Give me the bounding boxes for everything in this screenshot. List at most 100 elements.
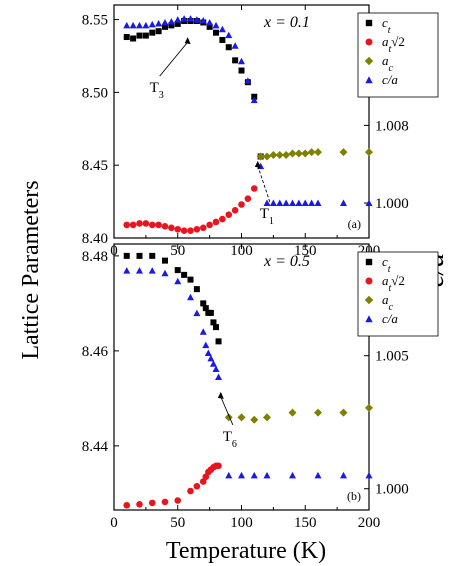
data-point — [282, 199, 290, 207]
series-2 — [256, 148, 373, 161]
data-point — [161, 18, 169, 26]
data-point — [136, 267, 143, 274]
data-point — [314, 199, 322, 207]
data-point — [339, 148, 348, 157]
data-point — [231, 207, 239, 214]
data-point — [237, 413, 246, 422]
data-point — [193, 482, 201, 490]
data-point — [207, 309, 214, 316]
data-point — [289, 199, 296, 207]
data-point — [123, 267, 131, 274]
data-point — [294, 149, 303, 158]
data-point — [193, 309, 201, 317]
data-point — [288, 408, 297, 417]
data-point — [174, 20, 181, 27]
y2-tick-label: 1.000 — [375, 196, 409, 212]
y2-tick-label: 1.000 — [375, 482, 409, 498]
data-point — [206, 18, 214, 26]
data-point — [174, 225, 182, 233]
data-point — [340, 199, 347, 207]
transition-label: T6 — [223, 429, 237, 450]
arrow-head — [217, 391, 224, 399]
data-point — [202, 341, 210, 349]
y2-tick-label: 1.008 — [375, 118, 409, 134]
data-point — [275, 150, 284, 159]
series-0 — [123, 252, 222, 345]
data-point — [155, 28, 162, 35]
data-point — [162, 23, 168, 30]
legend-marker — [365, 315, 373, 323]
data-point — [206, 23, 213, 30]
composition-label: x = 0.1 — [263, 14, 310, 31]
panel-label: (b) — [347, 489, 361, 503]
y-tick-label: 8.48 — [82, 249, 108, 265]
data-point — [129, 21, 137, 29]
data-point — [219, 215, 226, 223]
plot-frame — [113, 243, 370, 511]
y2-tick-label: 1.005 — [375, 349, 409, 365]
data-point — [213, 29, 219, 36]
data-point — [142, 32, 149, 39]
data-point — [187, 227, 194, 235]
data-point — [161, 223, 169, 230]
data-point — [204, 349, 212, 357]
data-point — [282, 150, 291, 159]
series-1 — [123, 185, 258, 235]
composition-label: x = 0.5 — [263, 253, 310, 270]
data-point — [187, 487, 194, 495]
arrow-head — [254, 160, 261, 168]
legend-entry: ac — [382, 53, 394, 74]
data-point — [263, 199, 271, 207]
legend-marker — [364, 295, 374, 305]
data-point — [168, 224, 175, 232]
data-point — [187, 15, 194, 22]
legend-marker — [365, 258, 373, 266]
data-point — [180, 15, 188, 22]
data-point — [225, 44, 232, 51]
x-tick-label: 200 — [358, 515, 381, 531]
series-3 — [123, 267, 373, 479]
data-point — [210, 319, 217, 326]
x-tick-label: 150 — [294, 515, 317, 531]
y-tick-label: 8.44 — [82, 439, 109, 455]
y-tick-label: 8.50 — [82, 85, 108, 101]
y-tick-label: 8.40 — [82, 231, 108, 247]
data-point — [155, 221, 162, 229]
series-2 — [224, 403, 373, 424]
data-point — [130, 35, 137, 42]
data-point — [200, 300, 207, 307]
data-point — [250, 96, 258, 104]
transition-label: T1 — [260, 206, 274, 227]
x-tick-label: 150 — [294, 243, 317, 259]
data-point — [148, 221, 156, 229]
series-3 — [123, 15, 373, 207]
panel-label: (a) — [348, 217, 361, 231]
data-point — [231, 42, 239, 49]
x-tick-label: 100 — [230, 243, 253, 259]
data-point — [238, 67, 245, 74]
data-point — [207, 354, 215, 362]
panel-b: 0 50 100 150 200 8.44 8.46 8.48 1.000 1.005 x = 0.… — [82, 243, 439, 531]
data-point — [202, 305, 209, 312]
data-point — [269, 150, 278, 159]
x-tick-label: 100 — [230, 515, 253, 531]
data-point — [225, 471, 233, 479]
data-point — [365, 471, 373, 479]
data-point — [250, 471, 258, 479]
data-point — [288, 149, 297, 158]
legend-marker — [364, 56, 374, 66]
y-tick-label: 8.55 — [82, 13, 108, 29]
annotation-arrow — [257, 165, 271, 203]
legend-entry: ac — [382, 292, 394, 313]
legend-entry: ct — [382, 15, 391, 36]
data-point — [142, 21, 150, 29]
data-point — [142, 220, 150, 227]
data-point — [129, 221, 137, 229]
data-point — [136, 252, 143, 259]
data-point — [181, 271, 188, 278]
data-point — [244, 195, 252, 202]
data-point — [162, 257, 168, 264]
data-point — [215, 462, 222, 470]
data-point — [212, 218, 220, 226]
x-tick-label: 50 — [170, 515, 185, 531]
